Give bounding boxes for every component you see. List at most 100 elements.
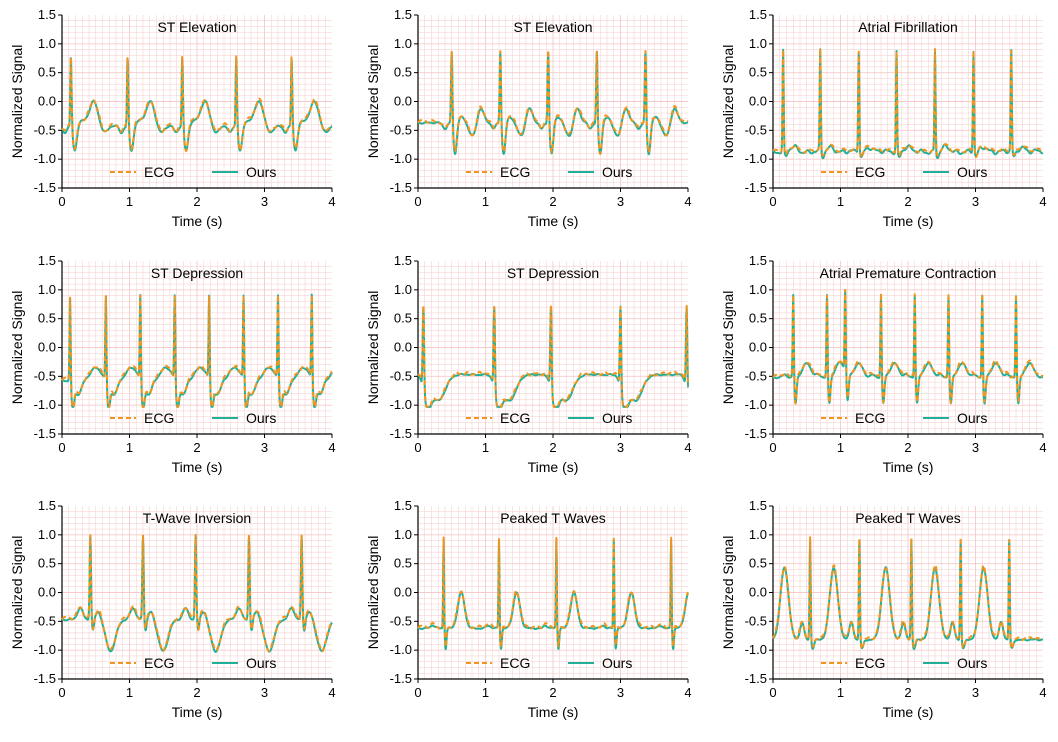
y-tick-label: -1.0	[745, 642, 767, 657]
legend: ECG Ours	[110, 164, 276, 180]
x-tick-label: 1	[126, 685, 133, 700]
grid	[773, 15, 1043, 188]
y-tick-label: 0.5	[749, 65, 767, 80]
y-tick-label: -0.5	[745, 613, 767, 628]
y-tick-label: 1.0	[394, 36, 412, 51]
x-axis-label: Time (s)	[528, 459, 579, 475]
series-line-ecg	[417, 536, 689, 649]
y-tick-label: -1.0	[34, 642, 56, 657]
chart-title: Atrial Premature Contraction	[820, 265, 997, 281]
y-tick-label: 1.0	[38, 527, 56, 542]
y-tick-label: -1.5	[390, 180, 412, 195]
x-tick-label: 3	[617, 685, 624, 700]
y-tick-label: 0.0	[38, 94, 56, 109]
x-tick-label: 3	[261, 685, 268, 700]
legend-label-ours: Ours	[246, 655, 276, 671]
chart-panel: -1.5 -1.0 -0.5 0.0 0.5 1.0 1.5 0 1 2 3 4 Time (s) Nor…	[365, 498, 692, 720]
series-line-ecg	[772, 536, 1044, 650]
chart-panel: -1.5 -1.0 -0.5 0.0 0.5 1.0 1.5 0 1 2 3 4 Time (s) Nor…	[720, 253, 1047, 475]
chart-panel: -1.5 -1.0 -0.5 0.0 0.5 1.0 1.5 0 1 2 3 4 Time (s) Nor…	[365, 7, 692, 229]
x-tick-label: 1	[126, 440, 133, 455]
chart-panel: -1.5 -1.0 -0.5 0.0 0.5 1.0 1.5 0 1 2 3 4 Time (s) Nor…	[9, 498, 336, 720]
y-tick-label: -1.0	[34, 151, 56, 166]
x-tick-label: 2	[904, 685, 911, 700]
y-tick-label: 1.5	[38, 7, 56, 22]
x-tick-label: 1	[482, 194, 489, 209]
chart-panel: -1.5 -1.0 -0.5 0.0 0.5 1.0 1.5 0 1 2 3 4 Time (s) Nor…	[720, 498, 1047, 720]
y-tick-label: 1.0	[394, 527, 412, 542]
series-line-ecg	[772, 288, 1044, 405]
legend-label-ecg: ECG	[144, 655, 174, 671]
series-line-ecg	[61, 533, 333, 653]
y-tick-label: -0.5	[34, 613, 56, 628]
legend-label-ecg: ECG	[855, 410, 885, 426]
x-tick-label: 2	[904, 194, 911, 209]
y-tick-label: -1.5	[34, 426, 56, 441]
y-tick-label: 0.5	[38, 556, 56, 571]
series-line-ecg	[61, 293, 333, 408]
x-tick-label: 0	[414, 440, 421, 455]
x-tick-label: 4	[1039, 440, 1046, 455]
legend: ECG Ours	[466, 655, 632, 671]
x-tick-label: 2	[193, 440, 200, 455]
chart-title: T-Wave Inversion	[143, 510, 251, 526]
x-tick-label: 3	[261, 194, 268, 209]
legend-label-ours: Ours	[246, 164, 276, 180]
legend-label-ecg: ECG	[500, 410, 530, 426]
y-tick-label: -1.5	[745, 671, 767, 686]
y-tick-label: 1.5	[394, 7, 412, 22]
x-axis-label: Time (s)	[883, 213, 934, 229]
x-axis-label: Time (s)	[172, 459, 223, 475]
y-tick-label: 0.0	[749, 340, 767, 355]
x-tick-label: 4	[328, 194, 335, 209]
chart-panel: -1.5 -1.0 -0.5 0.0 0.5 1.0 1.5 0 1 2 3 4 Time (s) Nor…	[9, 7, 336, 229]
x-tick-label: 2	[904, 440, 911, 455]
y-tick-label: 1.5	[749, 498, 767, 513]
chart-title: Atrial Fibrillation	[858, 19, 958, 35]
y-tick-label: 0.0	[38, 340, 56, 355]
y-tick-label: 1.0	[38, 36, 56, 51]
x-tick-label: 3	[972, 685, 979, 700]
chart-panel: -1.5 -1.0 -0.5 0.0 0.5 1.0 1.5 0 1 2 3 4 Time (s) Nor…	[720, 7, 1047, 229]
y-tick-label: -0.5	[34, 368, 56, 383]
y-tick-label: -1.5	[34, 671, 56, 686]
y-tick-label: 0.0	[394, 585, 412, 600]
x-axis-label: Time (s)	[883, 459, 934, 475]
legend-label-ecg: ECG	[144, 410, 174, 426]
legend-label-ecg: ECG	[500, 164, 530, 180]
legend: ECG Ours	[466, 410, 632, 426]
x-tick-label: 0	[414, 685, 421, 700]
y-tick-label: 0.5	[394, 65, 412, 80]
chart-panel: -1.5 -1.0 -0.5 0.0 0.5 1.0 1.5 0 1 2 3 4 Time (s) Nor…	[365, 253, 692, 475]
x-tick-label: 0	[769, 194, 776, 209]
x-tick-label: 3	[972, 194, 979, 209]
y-tick-label: 0.0	[38, 585, 56, 600]
x-tick-label: 1	[837, 194, 844, 209]
x-tick-label: 0	[769, 685, 776, 700]
legend-label-ours: Ours	[602, 164, 632, 180]
grid	[773, 506, 1043, 679]
chart-title: Peaked T Waves	[500, 510, 606, 526]
y-tick-label: 1.5	[749, 7, 767, 22]
y-tick-label: 1.0	[394, 282, 412, 297]
x-tick-label: 0	[58, 194, 65, 209]
legend-label-ours: Ours	[957, 164, 987, 180]
legend-label-ours: Ours	[246, 410, 276, 426]
y-tick-label: 0.5	[38, 311, 56, 326]
y-tick-label: -0.5	[390, 368, 412, 383]
grid	[418, 15, 688, 188]
y-tick-label: -0.5	[390, 122, 412, 137]
x-tick-label: 4	[1039, 685, 1046, 700]
x-tick-label: 3	[261, 440, 268, 455]
y-tick-label: -1.0	[390, 151, 412, 166]
y-tick-label: 0.0	[394, 94, 412, 109]
series-line-ecg	[772, 47, 1044, 159]
y-axis-label: Normalized Signal	[9, 536, 25, 650]
x-tick-label: 3	[617, 440, 624, 455]
y-tick-label: -1.0	[34, 397, 56, 412]
y-tick-label: 1.0	[749, 282, 767, 297]
y-axis-label: Normalized Signal	[9, 291, 25, 405]
y-tick-label: 1.5	[394, 498, 412, 513]
legend-label-ecg: ECG	[144, 164, 174, 180]
legend-label-ecg: ECG	[500, 655, 530, 671]
